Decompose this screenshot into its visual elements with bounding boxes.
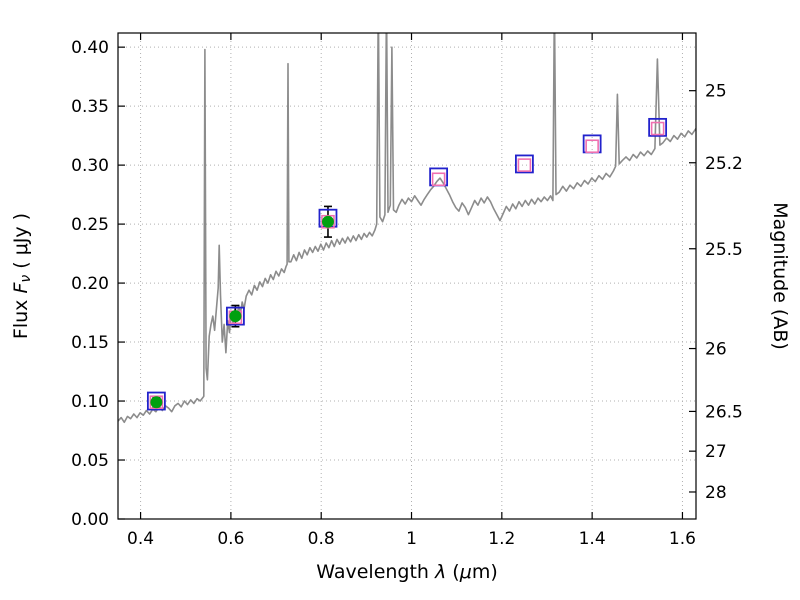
model-photometry-square: [146, 391, 166, 411]
observed-photometry-circle: [150, 396, 163, 409]
band-averaged-square: [431, 172, 446, 187]
x-axis-label-text: Wavelength: [316, 561, 435, 583]
y-tick-label-left: 0.35: [71, 97, 109, 117]
flux-label-text: Flux: [10, 294, 32, 340]
y-tick-label-left: 0.00: [71, 510, 109, 530]
y-tick-label-left: 0.15: [71, 333, 109, 353]
band-averaged-square: [650, 121, 665, 136]
x-axis-label-unit: m): [472, 561, 498, 583]
flux-label-unit: ( μJy ): [10, 213, 32, 275]
x-tick-label: 1: [406, 529, 417, 549]
model-photometry-square: [515, 154, 534, 174]
x-tick-label: 0.8: [308, 529, 335, 549]
y-tick-label-right: 26.5: [705, 402, 743, 422]
y-tick-label-right: 27: [705, 442, 727, 462]
y-tick-label-right: 25.5: [705, 240, 743, 260]
observed-photometry-circle: [321, 215, 334, 228]
y-tick-label-right: 25: [705, 82, 727, 102]
y-tick-label-right: 25.2: [705, 154, 743, 174]
spectrum-line-group: [118, 33, 696, 424]
photometry-markers-group: [146, 117, 668, 411]
model-photometry-square: [226, 306, 245, 326]
axes-frame-and-ticks: [117, 32, 697, 520]
x-tick-label: 0.4: [127, 529, 154, 549]
mu-symbol: μ: [459, 561, 472, 583]
spectrum-line: [118, 33, 696, 424]
x-axis-label: Wavelength λ (μm): [316, 561, 497, 583]
y-tick-label-left: 0.30: [71, 156, 109, 176]
flux-F-symbol: F: [10, 282, 32, 294]
plot-frame: [117, 32, 697, 520]
x-axis-label-paren: (: [446, 561, 459, 583]
x-tick-label: 0.6: [217, 529, 244, 549]
band-averaged-square: [585, 139, 599, 154]
y-axis-label-right: Magnitude (AB): [769, 202, 791, 350]
model-photometry-square: [648, 117, 668, 137]
y-axis-label-left: Flux Fν ( μJy ): [10, 213, 34, 339]
band-averaged-square: [517, 158, 532, 172]
y-tick-label-left: 0.05: [71, 451, 109, 471]
y-tick-label-left: 0.10: [71, 392, 109, 412]
y-tick-label-right: 28: [705, 483, 727, 503]
x-tick-label: 1.6: [669, 529, 696, 549]
x-tick-label: 1.4: [579, 529, 606, 549]
observed-photometry-circle: [229, 310, 242, 323]
lambda-symbol: λ: [434, 561, 446, 583]
y-tick-label-right: 26: [705, 340, 727, 360]
y-tick-label-left: 0.20: [71, 274, 109, 294]
nu-subscript: ν: [18, 275, 34, 283]
grid-lines: [118, 33, 696, 520]
tick-labels-group: 0.4 0.6 0.8 1 1.2 1.4 1.6 0.00 0.05 0.10 0.15 0.20 0…: [71, 38, 743, 549]
y-tick-label-left: 0.25: [71, 215, 109, 235]
y-tick-label-left: 0.40: [71, 38, 109, 58]
x-tick-label: 1.2: [488, 529, 515, 549]
